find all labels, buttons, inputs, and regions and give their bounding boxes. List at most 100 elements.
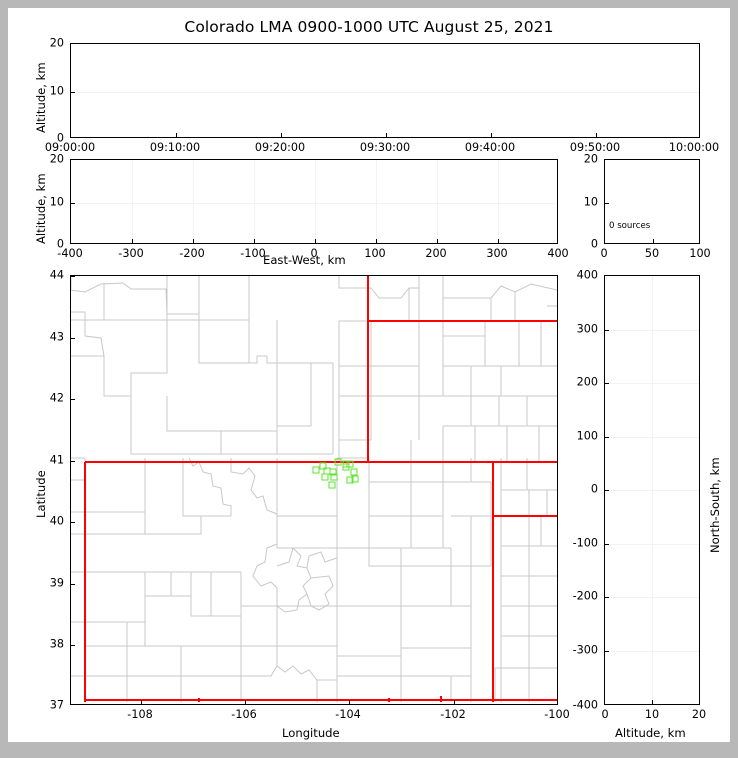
gridline <box>254 160 255 243</box>
y-tick-label: 43 <box>49 330 64 343</box>
gridline <box>498 160 499 243</box>
x-tick-label: -102 <box>440 708 466 721</box>
y-tick-label: 44 <box>49 268 64 282</box>
tick-mark <box>193 239 194 243</box>
tick-mark <box>605 650 609 652</box>
x-tick-label: 09:40:00 <box>464 141 516 154</box>
panel-altitude-histogram[interactable]: 0 sources <box>604 159 700 244</box>
y-tick-label: 0 <box>56 237 64 251</box>
y-axis-label: Altitude, km <box>34 62 48 133</box>
lma-source-marker <box>321 473 329 481</box>
x-tick-label: 09:30:00 <box>359 141 411 154</box>
tick-mark <box>653 239 654 243</box>
x-tick-label: 09:00:00 <box>44 141 96 154</box>
tick-mark <box>71 645 75 646</box>
tick-mark <box>71 583 75 585</box>
tick-mark <box>605 329 609 331</box>
y-tick-label: 39 <box>49 576 64 589</box>
y-tick-label: 20 <box>49 36 64 50</box>
tick-mark <box>71 337 75 339</box>
y-tick-label: 10 <box>49 195 64 208</box>
x-axis-label: Longitude <box>282 726 340 740</box>
x-tick-label: -100 <box>544 708 570 721</box>
y-axis-label: Latitude <box>34 470 48 518</box>
lma-source-marker <box>342 463 350 471</box>
panel-east-west[interactable] <box>70 159 558 244</box>
tick-mark <box>349 700 350 704</box>
tick-mark <box>491 133 492 137</box>
tick-mark <box>71 276 75 277</box>
x-tick-label: 09:10:00 <box>149 141 201 154</box>
matplotlib-figure: Colorado LMA 0900-1000 UTC August 25, 20… <box>8 8 730 742</box>
x-tick-label: 20 <box>691 708 707 721</box>
tick-mark <box>652 700 653 704</box>
tick-mark <box>498 239 499 243</box>
x-tick-label: 10 <box>644 708 660 721</box>
x-tick-label: -108 <box>127 708 153 721</box>
y-tick-label: 40 <box>49 514 64 528</box>
y-tick-label: 20 <box>49 152 64 166</box>
lma-source-marker <box>329 468 337 476</box>
y-tick-label: -200 <box>572 589 598 603</box>
x-tick-label: 100 <box>689 247 711 260</box>
tick-mark <box>454 700 455 704</box>
tick-mark <box>71 460 75 462</box>
x-tick-label: -200 <box>179 247 205 260</box>
gridline <box>376 160 377 243</box>
y-tick-label: 300 <box>576 322 598 335</box>
x-tick-label: 200 <box>425 247 447 260</box>
gridline <box>71 91 699 93</box>
tick-mark <box>254 239 255 243</box>
right-axis-label: North-South, km <box>708 457 722 553</box>
y-tick-label: 20 <box>583 152 598 166</box>
panel-map[interactable] <box>70 275 558 705</box>
lma-source-marker <box>312 466 320 474</box>
x-tick-label: 50 <box>644 247 660 260</box>
tick-mark <box>605 597 609 598</box>
lma-source-marker <box>330 473 338 481</box>
lma-source-marker <box>350 468 358 476</box>
y-tick-label: 0 <box>56 131 64 145</box>
x-tick-label: -106 <box>231 708 257 721</box>
x-axis-label: East-West, km <box>263 253 346 267</box>
gridline <box>132 160 133 243</box>
tick-mark <box>141 700 142 704</box>
x-tick-label: 400 <box>547 247 569 260</box>
lma-source-marker <box>334 458 342 466</box>
y-tick-label: 10 <box>583 195 598 208</box>
y-tick-label: -400 <box>572 698 598 712</box>
tick-mark <box>245 700 246 704</box>
tick-mark <box>71 399 75 400</box>
panel-north-south[interactable] <box>604 275 700 705</box>
gridline <box>315 160 316 243</box>
tick-mark <box>315 239 316 243</box>
tick-mark <box>605 543 609 545</box>
tick-mark <box>376 239 377 243</box>
tick-mark <box>605 436 609 438</box>
gridline <box>437 160 438 243</box>
gridline <box>193 160 194 243</box>
lma-source-marker <box>328 481 336 489</box>
y-axis-label: Altitude, km <box>34 173 48 244</box>
x-tick-label: 0 <box>310 247 318 260</box>
x-tick-label: -400 <box>57 247 83 260</box>
source-count-annotation: 0 sources <box>609 221 651 231</box>
tick-mark <box>437 239 438 243</box>
panel-time-height[interactable] <box>70 43 700 138</box>
tick-mark <box>386 133 387 137</box>
y-tick-label: 0 <box>590 237 598 251</box>
y-tick-label: 10 <box>49 84 64 97</box>
y-tick-label: 37 <box>49 698 64 712</box>
x-tick-label: -104 <box>335 708 361 721</box>
tick-mark <box>132 239 133 243</box>
y-tick-label: 400 <box>576 268 598 282</box>
gridline <box>71 202 557 204</box>
x-tick-label: 09:20:00 <box>254 141 306 154</box>
x-tick-label: 300 <box>486 247 508 260</box>
y-tick-label: 38 <box>49 637 64 651</box>
gridline <box>652 276 653 704</box>
y-tick-label: -100 <box>572 536 598 549</box>
x-tick-label: 0 <box>600 247 608 260</box>
map-geometry <box>71 276 557 702</box>
